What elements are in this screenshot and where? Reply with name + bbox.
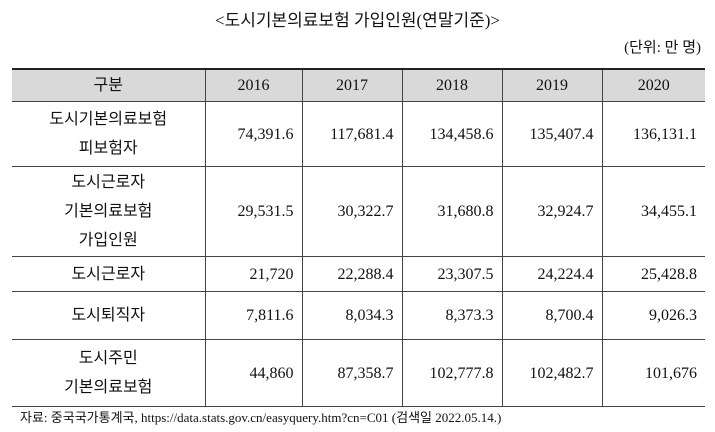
cell-value: 32,924.7 [501, 166, 602, 257]
column-header: 2019 [501, 68, 602, 102]
cell-value: 8,373.3 [401, 291, 502, 340]
table-header: 구분 2016 2017 2018 2019 2020 [12, 68, 705, 102]
cell-value: 8,700.4 [501, 291, 602, 340]
cell-value: 9,026.3 [601, 291, 705, 340]
cell-value: 23,307.5 [401, 256, 502, 292]
cell-value: 7,811.6 [204, 291, 302, 340]
row-label: 도시근로자 [12, 256, 205, 292]
cell-value: 31,680.8 [401, 166, 502, 257]
column-header: 2016 [204, 68, 302, 102]
cell-value: 136,131.1 [601, 101, 705, 167]
cell-value: 117,681.4 [301, 101, 402, 167]
row-label: 도시퇴직자 [12, 291, 205, 340]
cell-value: 29,531.5 [204, 166, 302, 257]
table-body: 도시기본의료보험 피보험자 74,391.6 117,681.4 134,458.6 1… [12, 101, 705, 407]
column-header: 구분 [12, 68, 205, 102]
table-row: 도시근로자 21,720 22,288.4 23,307.5 24,224.4 25,42… [12, 256, 705, 292]
cell-value: 134,458.6 [401, 101, 502, 167]
cell-value: 25,428.8 [601, 256, 705, 292]
title: <도시기본의료보험 가입인원(연말기준)> [215, 11, 500, 30]
column-header: 2020 [601, 68, 705, 102]
cell-value: 102,482.7 [501, 339, 602, 407]
column-header: 2018 [401, 68, 502, 102]
cell-value: 44,860 [204, 339, 302, 407]
table-row: 도시기본의료보험 피보험자 74,391.6 117,681.4 134,458.6 1… [12, 101, 705, 167]
header-row: 구분 2016 2017 2018 2019 2020 [12, 68, 705, 102]
cell-value: 74,391.6 [204, 101, 302, 167]
cell-value: 24,224.4 [501, 256, 602, 292]
unit-note: (단위: 만 명) [624, 40, 701, 56]
cell-value: 8,034.3 [301, 291, 402, 340]
cell-value: 21,720 [204, 256, 302, 292]
row-label: 도시주민 기본의료보험 [12, 339, 205, 407]
cell-value: 87,358.7 [301, 339, 402, 407]
row-label: 도시기본의료보험 피보험자 [12, 101, 205, 167]
cell-value: 135,407.4 [501, 101, 602, 167]
data-table: 구분 2016 2017 2018 2019 2020 도시기본의료보험 피보험자 74,3… [12, 68, 705, 407]
source-note: 자료: 중국국가통계국, https://data.stats.gov.cn/e… [20, 410, 502, 425]
table-row: 도시퇴직자 7,811.6 8,034.3 8,373.3 8,700.4 9,026.3 [12, 291, 705, 340]
cell-value: 30,322.7 [301, 166, 402, 257]
row-label: 도시근로자 기본의료보험 가입인원 [12, 166, 205, 257]
column-header: 2017 [301, 68, 402, 102]
cell-value: 101,676 [601, 339, 705, 407]
cell-value: 34,455.1 [601, 166, 705, 257]
table-row: 도시주민 기본의료보험 44,860 87,358.7 102,777.8 102,48… [12, 339, 705, 407]
cell-value: 22,288.4 [301, 256, 402, 292]
cell-value: 102,777.8 [401, 339, 502, 407]
table-row: 도시근로자 기본의료보험 가입인원 29,531.5 30,322.7 31,680.… [12, 166, 705, 257]
